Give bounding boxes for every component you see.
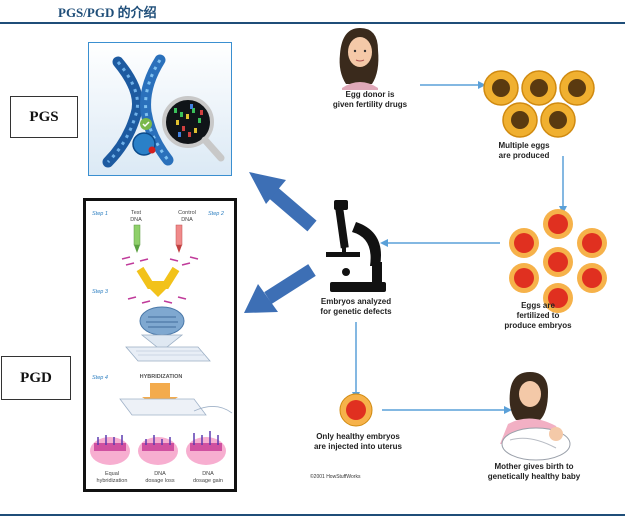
magnifier-icon xyxy=(162,96,225,162)
result-equal-label: Equal hybridization xyxy=(96,471,128,484)
control-dna-label: Control DNA xyxy=(178,210,196,223)
hybridization-label: HYBRIDIZATION xyxy=(139,374,183,380)
result-gain-label: DNA dosage gain xyxy=(193,471,223,484)
bottom-rule xyxy=(0,514,625,516)
result-equal-icon xyxy=(90,435,130,465)
top-rule xyxy=(0,22,625,24)
multiple-eggs-caption: Multiple eggs are produced xyxy=(498,141,550,160)
result-gain-icon xyxy=(186,431,226,465)
pgd-label: PGD xyxy=(1,356,71,400)
embryos-icon xyxy=(509,209,607,313)
injected-caption: Only healthy embryos are injected into u… xyxy=(313,432,403,451)
egg-donor-woman-icon xyxy=(339,28,379,90)
mother-with-baby-icon xyxy=(500,372,571,461)
step4-label: Step 4 xyxy=(92,375,108,381)
test-dna-label: Test DNA xyxy=(130,210,142,223)
analyzed-caption: Embryos analyzed for genetic defects xyxy=(320,297,392,316)
step2-label: Step 2 xyxy=(208,211,224,217)
arrow-to-pgd-icon xyxy=(244,264,316,313)
step1-label: Step 1 xyxy=(92,211,108,217)
page-title: PGS/PGD 的介绍 xyxy=(58,5,157,20)
merge-arrow-icon xyxy=(146,285,170,297)
multiple-eggs-icon xyxy=(483,70,595,138)
pgs-chromosome-image xyxy=(88,42,232,176)
result-loss-label: DNA dosage loss xyxy=(145,471,175,484)
chromosome-icon xyxy=(102,54,174,168)
arrow-to-pgs-icon xyxy=(249,172,317,232)
pgd-panel: Step 1 Step 2 Test DNA Control DNA Step … xyxy=(83,198,237,492)
fertilized-caption: Eggs are fertilized to produce embryos xyxy=(504,301,572,330)
result-loss-icon xyxy=(138,435,178,465)
healthy-embryo-icon xyxy=(339,393,373,427)
birth-caption: Mother gives birth to genetically health… xyxy=(487,462,581,481)
egg-donor-caption: Egg donor is given fertility drugs xyxy=(332,90,408,109)
step3-label: Step 3 xyxy=(92,289,108,295)
microarray-slide-icon xyxy=(125,346,211,362)
copyright-text: ©2001 HowStuffWorks xyxy=(310,474,361,480)
pgs-label: PGS xyxy=(10,96,78,138)
pgd-process-illustration xyxy=(90,224,233,465)
microscope-icon xyxy=(326,200,386,292)
